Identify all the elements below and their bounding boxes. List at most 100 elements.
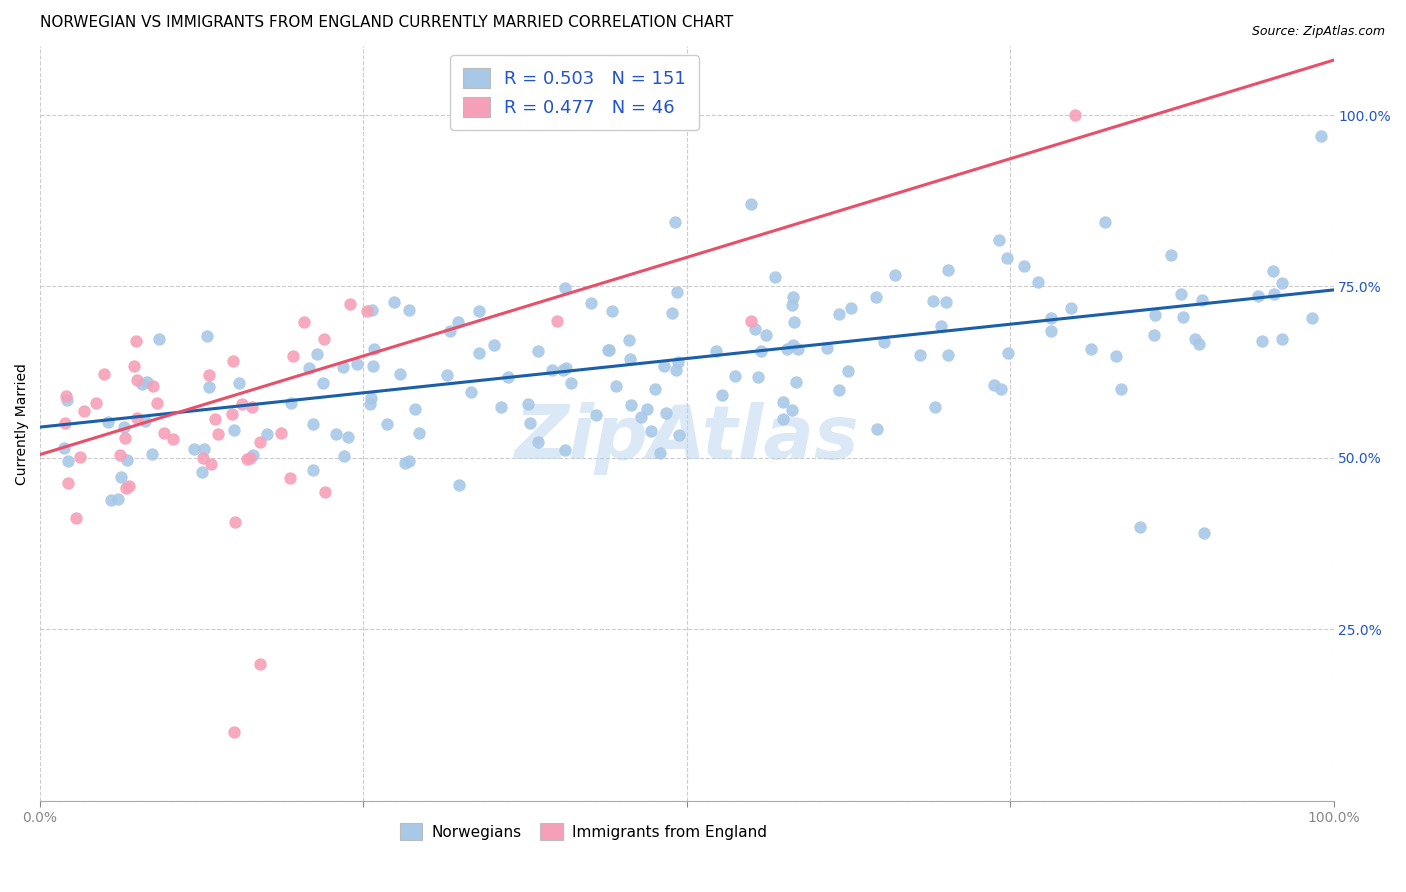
Point [1301,310,1323,325]
Point [325,427,347,442]
Point [1111,382,1133,396]
Point [141,447,163,461]
Point [1191,293,1213,308]
Point [131,377,153,392]
Point [724,369,747,384]
Point [1014,259,1036,273]
Point [782,402,804,417]
Point [1271,277,1294,291]
Point [142,379,165,393]
Point [240,401,263,415]
Point [162,433,184,447]
Point [307,347,329,361]
Point [73,404,96,418]
Point [527,344,550,359]
Point [839,301,862,315]
Point [408,425,430,440]
Point [107,492,129,507]
Point [776,343,799,357]
Point [664,215,686,229]
Point [224,516,246,530]
Point [249,657,271,671]
Point [56,476,79,491]
Point [256,427,278,442]
Point [1040,324,1063,338]
Point [619,334,641,348]
Point [270,426,292,441]
Point [152,426,174,441]
Text: ZipAtlas: ZipAtlas [515,402,859,475]
Point [118,479,141,493]
Point [1080,342,1102,356]
Point [468,346,491,360]
Point [363,342,385,356]
Point [280,396,302,410]
Point [519,417,541,431]
Point [134,414,156,428]
Point [1261,264,1284,278]
Point [755,327,778,342]
Point [785,376,807,390]
Point [278,471,301,485]
Point [221,354,243,368]
Point [554,442,576,457]
Point [990,382,1012,396]
Point [447,315,470,329]
Point [704,343,727,358]
Point [1026,275,1049,289]
Point [127,373,149,387]
Point [191,465,214,479]
Point [183,442,205,457]
Point [97,415,120,429]
Point [740,314,762,328]
Point [249,434,271,449]
Point [1192,526,1215,541]
Point [363,359,385,373]
Point [236,452,259,467]
Point [312,376,335,391]
Point [579,295,602,310]
Point [292,315,315,329]
Point [1271,332,1294,346]
Point [763,269,786,284]
Point [744,322,766,336]
Point [382,295,405,310]
Point [375,417,398,431]
Point [239,451,262,466]
Point [314,485,336,500]
Point [1309,128,1331,143]
Point [517,397,540,411]
Point [56,393,79,408]
Point [883,268,905,283]
Point [197,368,219,382]
Point [360,392,382,406]
Point [665,362,688,376]
Point [468,304,491,318]
Point [636,401,658,416]
Point [359,397,381,411]
Point [449,478,471,492]
Text: NORWEGIAN VS IMMIGRANTS FROM ENGLAND CURRENTLY MARRIED CORRELATION CHART: NORWEGIAN VS IMMIGRANTS FROM ENGLAND CUR… [41,15,734,30]
Point [388,367,411,381]
Point [650,446,672,460]
Point [112,419,135,434]
Text: Source: ZipAtlas.com: Source: ZipAtlas.com [1251,25,1385,38]
Point [929,319,952,334]
Point [100,493,122,508]
Point [786,343,808,357]
Point [339,297,361,311]
Point [332,360,354,375]
Point [666,355,689,369]
Point [908,348,931,362]
Point [1171,310,1194,324]
Point [148,332,170,346]
Point [439,324,461,338]
Point [1160,247,1182,261]
Point [55,389,77,403]
Point [127,410,149,425]
Point [935,295,957,310]
Point [936,263,959,277]
Point [1247,289,1270,303]
Point [146,396,169,410]
Y-axis label: Currently Married: Currently Married [15,363,30,484]
